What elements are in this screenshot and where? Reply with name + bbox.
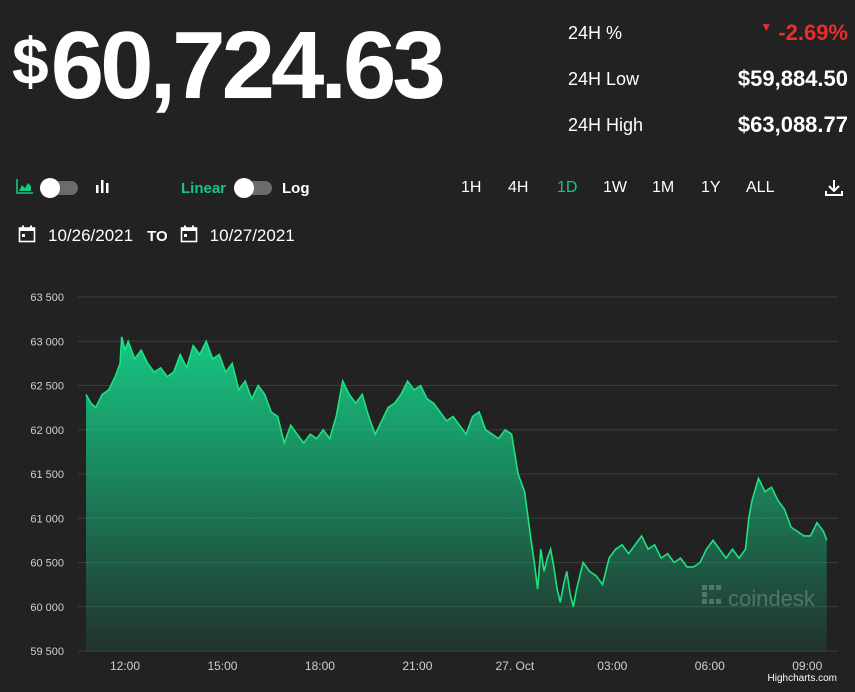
down-triangle-icon: ▼ [760, 20, 773, 34]
range-1d-button[interactable]: 1D [557, 179, 578, 196]
high-label: 24H High [568, 114, 644, 135]
change-label: 24H % [568, 22, 623, 43]
x-tick-label: 03:00 [597, 659, 627, 673]
range-4h-button[interactable]: 4H [508, 179, 529, 196]
price-line [85, 336, 828, 607]
stat-high-row: 24H High $63,088.77 [568, 102, 848, 148]
y-tick-label: 62 500 [30, 381, 64, 393]
y-tick-label: 61 500 [30, 469, 64, 481]
x-tick-label: 12:00 [110, 659, 140, 673]
x-axis-ticks: 12:00 15:00 18:00 21:00 27. Oct 03:00 06:00 09:… [110, 659, 823, 673]
range-all-button[interactable]: ALL [746, 179, 775, 196]
price-area [86, 336, 827, 651]
date-to[interactable]: 10/27/2021 [209, 226, 295, 245]
y-tick-label: 59 500 [30, 646, 64, 658]
range-1h-button[interactable]: 1H [461, 179, 482, 196]
change-value: -2.69% [778, 20, 848, 45]
range-1w-button[interactable]: 1W [603, 179, 627, 196]
y-tick-label: 63 000 [30, 336, 64, 348]
low-value: $59,884.50 [737, 66, 848, 91]
toggle-knob [40, 178, 60, 198]
date-to-label: TO [147, 227, 168, 245]
coindesk-logo-icon [702, 585, 721, 604]
calendar-from-icon[interactable] [18, 225, 36, 248]
scale-switch: Linear Log [181, 176, 310, 200]
coindesk-watermark: coindesk [702, 585, 816, 611]
high-value: $63,088.77 [737, 112, 848, 137]
stat-low-row: 24H Low $59,884.50 [568, 56, 848, 102]
x-tick-label: 06:00 [695, 659, 725, 673]
date-from[interactable]: 10/26/2021 [48, 226, 134, 245]
chart-type-switch [16, 176, 110, 200]
y-tick-label: 63 500 [30, 292, 64, 304]
linear-label[interactable]: Linear [181, 179, 227, 197]
calendar-to-icon[interactable] [180, 225, 198, 248]
range-1m-button[interactable]: 1M [652, 179, 675, 196]
x-tick-label: 21:00 [402, 659, 432, 673]
y-tick-label: 60 000 [30, 602, 64, 614]
download-icon[interactable] [824, 176, 844, 200]
area-chart-icon[interactable] [16, 178, 34, 199]
currency-symbol: $ [12, 24, 49, 98]
low-label: 24H Low [568, 68, 640, 89]
toggle-knob [234, 178, 255, 198]
x-tick-label: 15:00 [207, 659, 237, 673]
price-amount: 60,724.63 [50, 12, 446, 119]
highcharts-credit[interactable]: Highcharts.com [767, 673, 837, 684]
chart-controls: Linear Log 1H 4H 1D 1W 1M 1Y ALL [0, 176, 855, 200]
log-label[interactable]: Log [282, 179, 310, 197]
bar-chart-icon[interactable] [94, 178, 110, 199]
price-chart[interactable]: 59 500 60 000 60 500 61 000 61 500 62 000 62 5… [0, 280, 855, 680]
y-tick-label: 60 500 [30, 558, 64, 570]
range-1y-button[interactable]: 1Y [701, 179, 721, 196]
watermark-text: coindesk [728, 586, 816, 611]
change-value-wrap: ▼ -2.69% [760, 20, 848, 46]
scale-toggle[interactable] [234, 178, 273, 198]
current-price: $60,724.63 [12, 18, 446, 114]
x-tick-label: 27. Oct [496, 659, 535, 673]
y-axis-ticks: 59 500 60 000 60 500 61 000 61 500 62 000 62 5… [30, 292, 64, 658]
stats-panel: 24H % ▼ -2.69% 24H Low $59,884.50 24H Hig… [568, 10, 848, 148]
y-tick-label: 61 000 [30, 513, 64, 525]
y-tick-label: 62 000 [30, 425, 64, 437]
date-range: 10/26/2021 TO 10/27/2021 [18, 224, 295, 248]
chart-type-toggle[interactable] [40, 178, 78, 198]
x-tick-label: 09:00 [792, 659, 822, 673]
x-tick-label: 18:00 [305, 659, 335, 673]
stat-change-row: 24H % ▼ -2.69% [568, 10, 848, 56]
